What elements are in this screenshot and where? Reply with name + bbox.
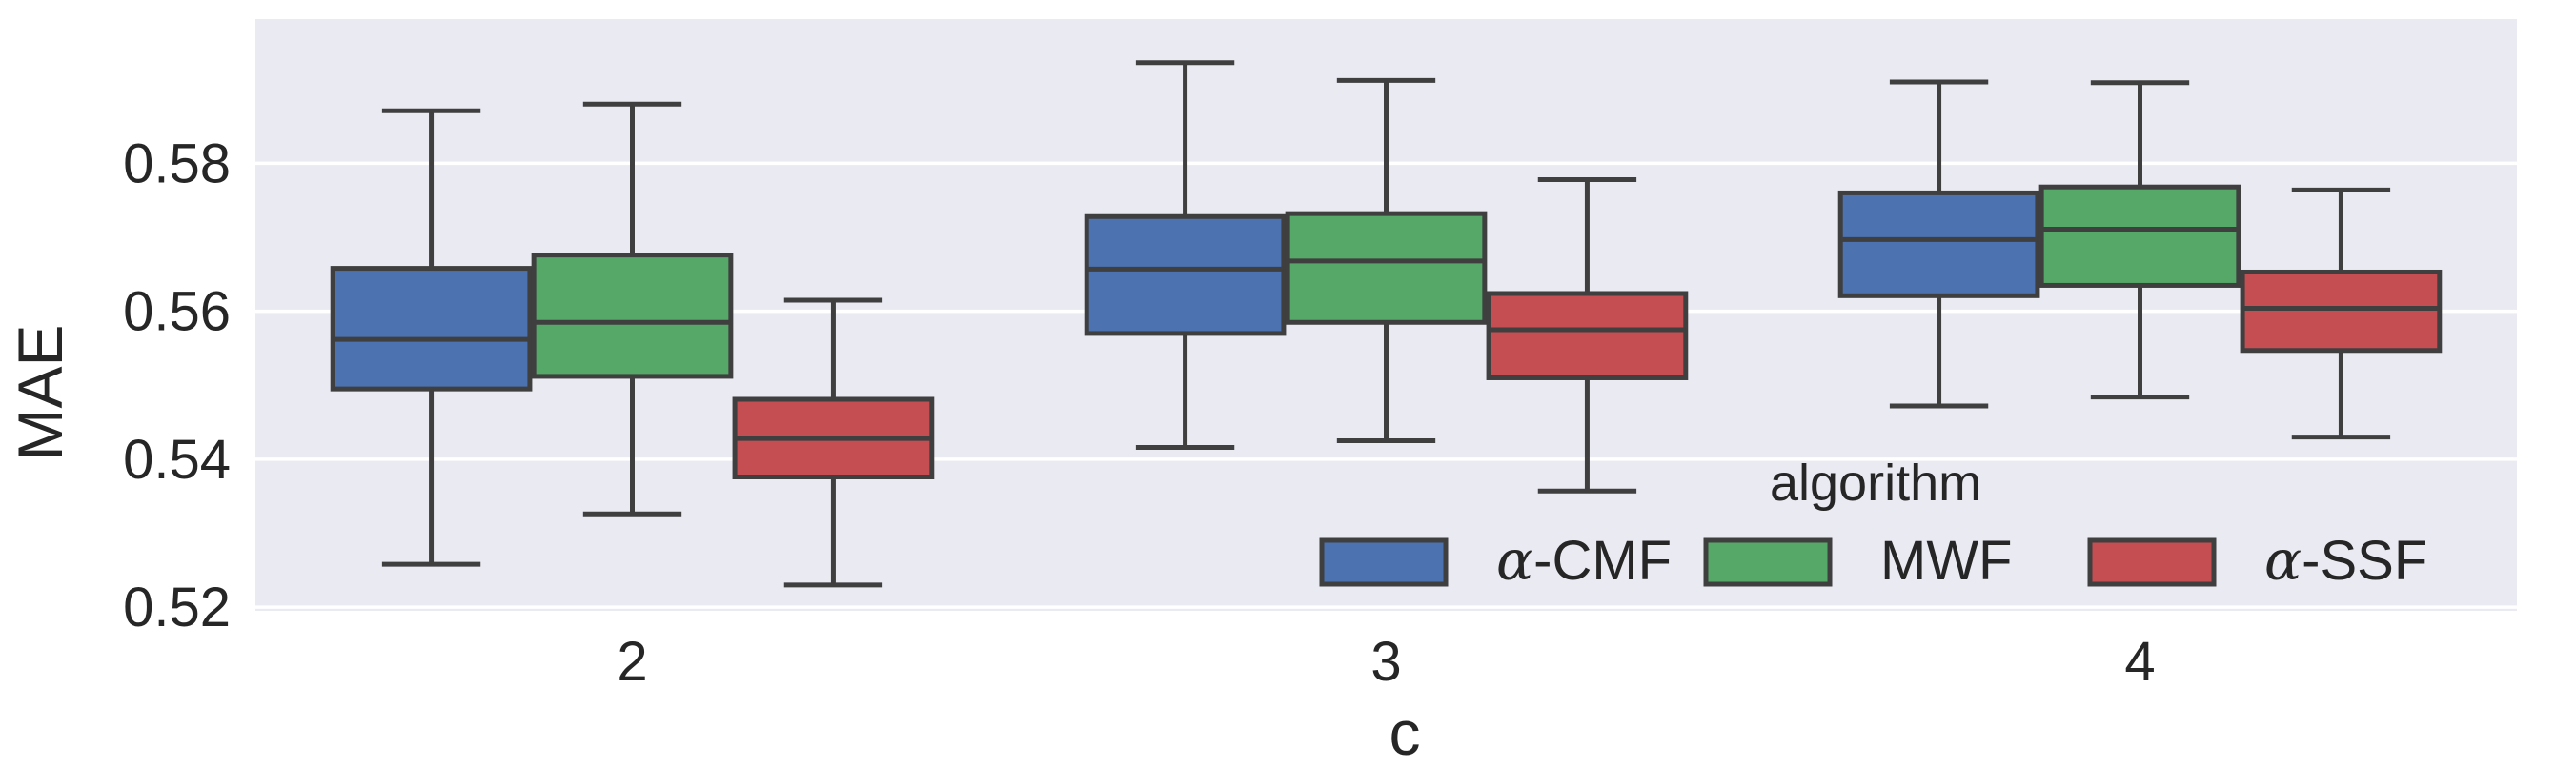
box-group (2038, 80, 2241, 400)
legend-entries: α-CMF MWF α-SSF (1319, 528, 2427, 593)
box-iqr (2038, 184, 2241, 288)
box-group (1285, 77, 1488, 443)
box-group (732, 297, 935, 588)
box-group (330, 108, 533, 567)
y-tick-label: 0.58 (123, 132, 231, 194)
box-group (2240, 187, 2443, 440)
y-tick-label: 0.54 (123, 429, 231, 491)
box-iqr (1084, 213, 1287, 336)
y-tick-labels: 0.52 0.54 0.56 0.58 (123, 132, 231, 638)
box-iqr (330, 266, 533, 392)
box-group (1837, 79, 2040, 409)
legend: algorithm α-CMF MWF α-SSF (1319, 455, 2427, 593)
legend-entry: α-CMF (1319, 528, 1672, 593)
legend-swatch (1703, 537, 1833, 587)
x-tick-label: 4 (2124, 631, 2155, 693)
x-axis-label: c (1389, 698, 1421, 768)
box-group (1486, 176, 1689, 494)
legend-entry: α-SSF (2087, 528, 2427, 593)
x-tick-labels: 2 3 4 (617, 631, 2155, 693)
box-iqr (1486, 291, 1689, 380)
legend-label: α-CMF (1496, 528, 1672, 593)
boxes-layer (330, 60, 2443, 588)
box-group (531, 101, 734, 517)
box-iqr (531, 253, 734, 379)
x-tick-label: 3 (1370, 631, 1401, 693)
legend-title: algorithm (1770, 455, 1981, 512)
y-tick-label: 0.56 (123, 281, 231, 343)
legend-swatch (1319, 537, 1449, 587)
box-iqr (2240, 269, 2443, 354)
box-iqr (1837, 190, 2040, 298)
y-tick-label: 0.52 (123, 577, 231, 638)
box-iqr (1285, 211, 1488, 325)
legend-label: α-SSF (2264, 528, 2427, 593)
legend-swatch (2087, 537, 2217, 587)
y-axis-label: MAE (5, 324, 75, 460)
x-tick-label: 2 (617, 631, 647, 693)
legend-entry: MWF (1703, 530, 2013, 592)
box-group (1084, 60, 1287, 450)
legend-label: MWF (1880, 530, 2013, 592)
